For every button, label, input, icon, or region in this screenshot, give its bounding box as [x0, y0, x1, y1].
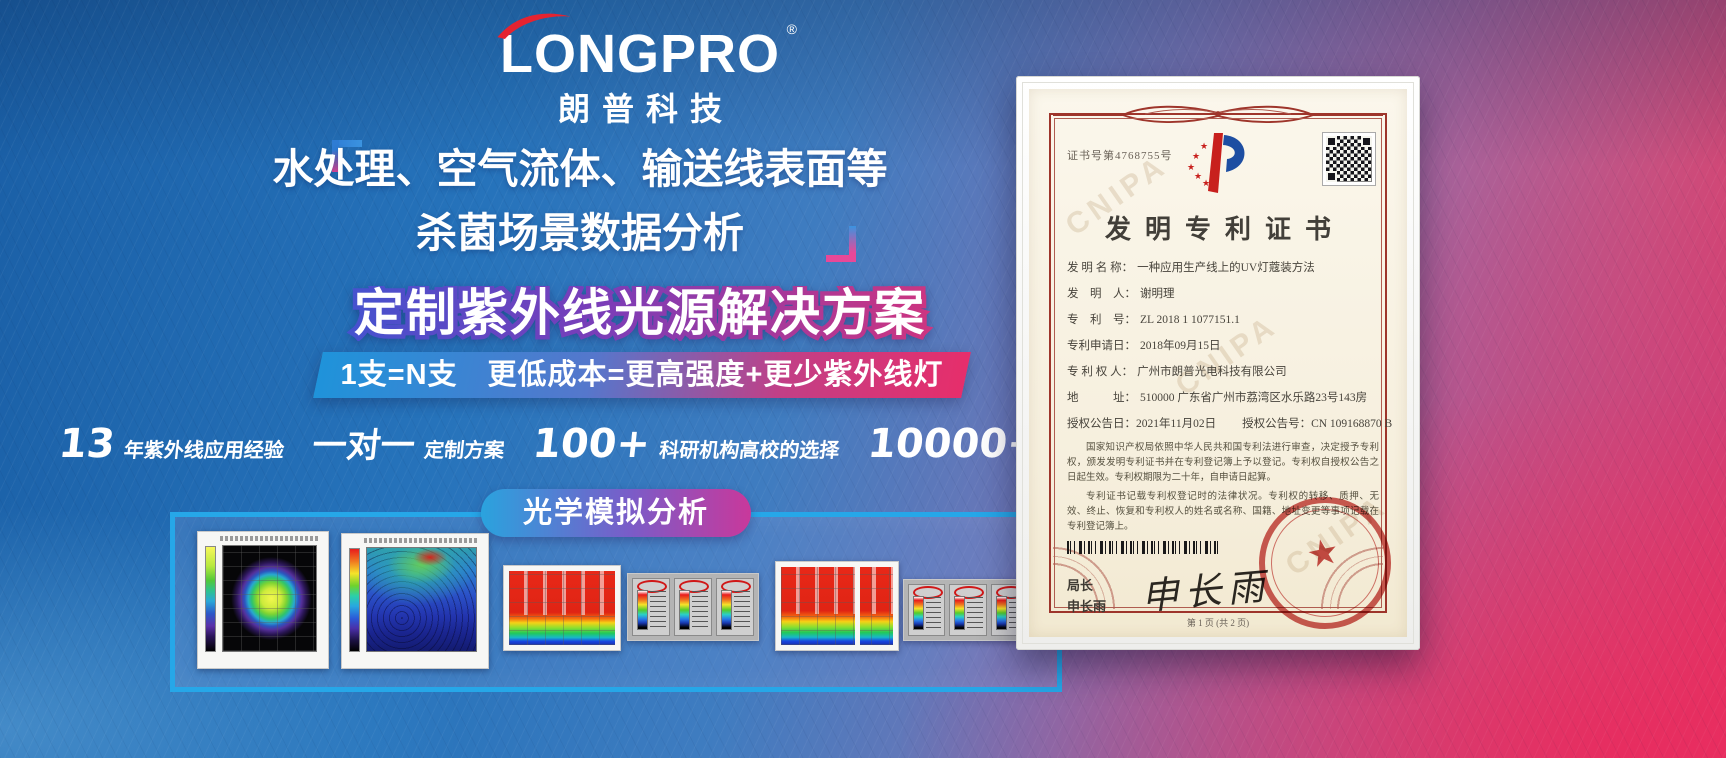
stat-years-label: 年紫外线应用经验: [123, 440, 286, 462]
brand-name-text: LONGPRO: [499, 24, 780, 84]
colorbar-icon: [349, 548, 360, 652]
field-patentee: 专 利 权 人： 广州市朗普光电科技有限公司: [1067, 366, 1287, 378]
patent-certificate-frame: CNIPA CNIPA CNIPA 证书号第4768755号: [1016, 76, 1420, 650]
brand-cn-name: 朗普科技: [557, 90, 734, 127]
svg-text:★: ★: [1200, 142, 1208, 152]
stat-institutions-label: 科研机构高校的选择: [658, 440, 841, 462]
stat-years: 13 年紫外线应用经验: [57, 421, 288, 467]
patent-certificate: CNIPA CNIPA CNIPA 证书号第4768755号: [1029, 89, 1407, 637]
headline-line1: 水处理、空气流体、输送线表面等: [272, 146, 888, 192]
field-address: 地 址： 510000 广东省广州市荔湾区水乐路23号143房: [1067, 392, 1368, 404]
director-block: 局长 申长雨: [1067, 575, 1106, 617]
field-patent-number: 专 利 号： ZL 2018 1 1077151.1: [1067, 314, 1240, 326]
offer-title-text: 定制紫外线光源解决方案: [354, 285, 926, 341]
legal-paragraph-2: 专利证书记载专利权登记时的法律状况。专利权的转移、质押、无效、终止、恢复和专利权…: [1067, 492, 1379, 532]
certificate-legal-text: 国家知识产权局依照中华人民共和国专利法进行审查，决定授予专利权，颁发发明专利证书…: [1067, 441, 1379, 539]
optical-simulation-panel: 光学模拟分析: [170, 489, 1062, 692]
sim-image-irradiance-round-beam: [197, 531, 329, 669]
uv-heatmap: [781, 567, 893, 645]
field-inventor: 发 明 人： 谢明理: [1067, 288, 1175, 300]
barcode: [1067, 541, 1219, 554]
brand-logo: LONGPRO ® 朗普科技: [440, 13, 840, 130]
offer-title: 定制紫外线光源解决方案 定制紫外线光源解决方案: [240, 281, 1040, 345]
field-application-date: 专利申请日： 2018年09月15日: [1067, 340, 1221, 352]
sim-chart-header: [220, 536, 318, 541]
ornament-divider-icon: [1051, 101, 1385, 129]
stat-one-on-one-value: 一对一: [310, 426, 417, 466]
field-invention-name: 发 明 名 称： 一种应用生产线上的UV灯蔻装方法: [1067, 262, 1315, 274]
brand-wordmark: LONGPRO ®: [497, 13, 797, 84]
qr-code: [1322, 132, 1376, 186]
registered-trademark-symbol: ®: [786, 21, 798, 37]
optical-simulation-label: 光学模拟分析: [480, 489, 752, 537]
certificate-page-footer: 第 1 页 (共 2 页): [1186, 618, 1250, 628]
stat-institutions: 100+ 科研机构高校的选择: [531, 421, 843, 467]
sim-image-legend-panel-2: [903, 579, 1033, 641]
stats-row: 13 年紫外线应用经验 一对一 定制方案 100+ 科研机构高校的选择 1000…: [57, 418, 1171, 467]
offer-subtitle: 1支=N支 更低成本=更高强度+更少紫外线灯: [340, 359, 944, 391]
colorbar-icon: [908, 584, 946, 636]
director-title: 局长: [1067, 578, 1094, 593]
offer-ribbon: 1支=N支 更低成本=更高强度+更少紫外线灯: [313, 352, 971, 398]
director-name: 申长雨: [1067, 599, 1107, 614]
field-grant: 授权公告日：2021年11月02日 授权公告号：CN 109168870 B: [1067, 411, 1392, 437]
plot-gridlines: [223, 546, 316, 651]
colorbar-icon: [205, 546, 216, 652]
pane-divider: [854, 567, 860, 645]
sim-image-legend-panel-1: [627, 573, 759, 641]
certificate-border: [1049, 105, 1387, 613]
heatmap-streaks: [509, 571, 615, 616]
stat-one-on-one: 一对一 定制方案: [310, 418, 507, 467]
svg-text:★: ★: [1202, 179, 1210, 189]
svg-text:★: ★: [1194, 172, 1202, 182]
sim-image-heatmap-wide: [775, 561, 899, 651]
grant-number: 授权公告号：CN 109168870 B: [1242, 418, 1393, 430]
director-signature: 申长雨: [1139, 566, 1272, 619]
cnipa-emblem-icon: ★★★ ★★: [1187, 133, 1245, 193]
sim-chart-header: [364, 538, 478, 543]
headline: 水处理、空气流体、输送线表面等 杀菌场景数据分析: [240, 138, 920, 265]
sim-image-irradiance-scatter: [341, 533, 489, 669]
certificate-fields: 发 明 名 称： 一种应用生产线上的UV灯蔻装方法 发 明 人： 谢明理 专 利…: [1067, 255, 1392, 437]
sim-plot-round-beam: [222, 545, 317, 652]
colorbar-icon: [674, 578, 712, 636]
certificate-number: 证书号第4768755号: [1067, 150, 1173, 162]
stat-institutions-value: 100+: [530, 421, 653, 467]
legal-paragraph-1: 国家知识产权局依照中华人民共和国专利法进行审查，决定授予专利权，颁发发明专利证书…: [1067, 443, 1379, 483]
colorbar-icon: [632, 578, 670, 636]
sim-image-heatmap-small: [503, 565, 621, 651]
stat-years-value: 13: [56, 421, 118, 467]
sim-plot-scatter: [366, 547, 477, 652]
headline-line2: 杀菌场景数据分析: [416, 209, 744, 256]
logo-swoosh-icon: [497, 13, 571, 39]
uv-heatmap: [509, 571, 615, 645]
stat-one-on-one-label: 定制方案: [422, 440, 506, 462]
colorbar-icon: [949, 584, 987, 636]
heatmap-streaks: [781, 567, 893, 614]
colorbar-icon: [716, 578, 754, 636]
offer-title-outline: 定制紫外线光源解决方案: [240, 281, 1040, 345]
svg-text:★: ★: [1187, 163, 1195, 173]
certificate-title: 发明专利证书: [1104, 215, 1345, 244]
star-icon: ★: [1302, 530, 1344, 578]
svg-text:★: ★: [1192, 152, 1200, 162]
grant-date: 授权公告日：2021年11月02日: [1067, 418, 1217, 430]
